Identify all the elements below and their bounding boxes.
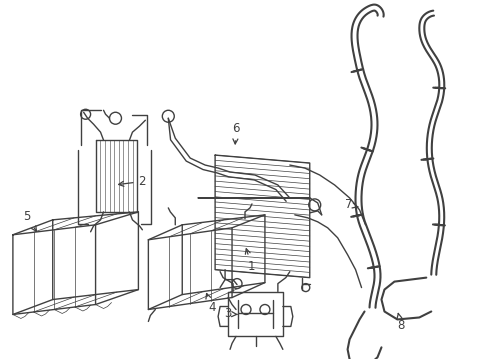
Text: 3: 3 — [224, 307, 237, 320]
Text: 4: 4 — [205, 293, 215, 315]
Text: 8: 8 — [396, 314, 404, 332]
Text: 2: 2 — [119, 175, 145, 188]
Text: 5: 5 — [23, 210, 37, 231]
Text: 1: 1 — [245, 249, 255, 273]
Text: 7: 7 — [344, 198, 357, 211]
Text: 6: 6 — [232, 122, 239, 144]
